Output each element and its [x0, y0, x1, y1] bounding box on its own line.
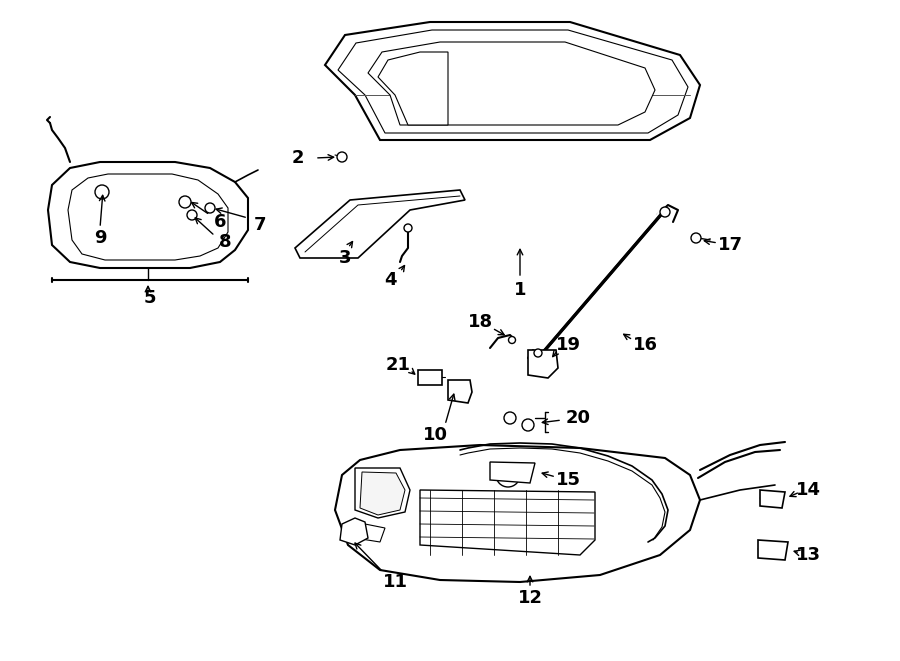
Polygon shape — [760, 490, 785, 508]
Text: 12: 12 — [518, 589, 543, 607]
Circle shape — [534, 349, 542, 357]
Text: 6: 6 — [214, 213, 226, 231]
Polygon shape — [340, 518, 368, 545]
Polygon shape — [368, 42, 655, 125]
Polygon shape — [490, 462, 535, 483]
Text: 16: 16 — [633, 336, 658, 354]
Text: 2: 2 — [292, 149, 304, 167]
Text: 13: 13 — [796, 546, 821, 564]
Circle shape — [496, 463, 520, 487]
Circle shape — [205, 203, 215, 213]
Polygon shape — [355, 522, 385, 542]
Polygon shape — [360, 472, 405, 515]
Polygon shape — [355, 468, 410, 518]
Polygon shape — [528, 350, 558, 378]
Circle shape — [660, 207, 670, 217]
Text: 21: 21 — [385, 356, 410, 374]
Circle shape — [179, 196, 191, 208]
Polygon shape — [295, 190, 465, 258]
Polygon shape — [338, 30, 688, 133]
Circle shape — [187, 210, 197, 220]
Text: 10: 10 — [422, 426, 447, 444]
Text: 1: 1 — [514, 281, 526, 299]
Polygon shape — [758, 540, 788, 560]
Text: 8: 8 — [219, 233, 231, 251]
Text: 14: 14 — [796, 481, 821, 499]
Text: 5: 5 — [144, 289, 157, 307]
Circle shape — [404, 224, 412, 232]
Circle shape — [691, 233, 701, 243]
Polygon shape — [68, 174, 228, 260]
Text: 18: 18 — [467, 313, 492, 331]
Circle shape — [508, 336, 516, 344]
Polygon shape — [325, 22, 700, 140]
Polygon shape — [420, 490, 595, 555]
Circle shape — [337, 152, 347, 162]
Circle shape — [504, 412, 516, 424]
Circle shape — [95, 185, 109, 199]
Polygon shape — [418, 370, 442, 385]
Polygon shape — [448, 380, 472, 403]
Text: 9: 9 — [94, 229, 106, 247]
Text: 7: 7 — [254, 216, 266, 234]
Text: 20: 20 — [565, 409, 590, 427]
Polygon shape — [335, 445, 700, 582]
Polygon shape — [48, 162, 248, 268]
Text: 11: 11 — [382, 573, 408, 591]
Text: 19: 19 — [555, 336, 580, 354]
Text: 4: 4 — [383, 271, 396, 289]
Circle shape — [522, 419, 534, 431]
Polygon shape — [378, 52, 448, 125]
Text: 17: 17 — [717, 236, 742, 254]
Text: 3: 3 — [338, 249, 351, 267]
Text: 15: 15 — [555, 471, 580, 489]
